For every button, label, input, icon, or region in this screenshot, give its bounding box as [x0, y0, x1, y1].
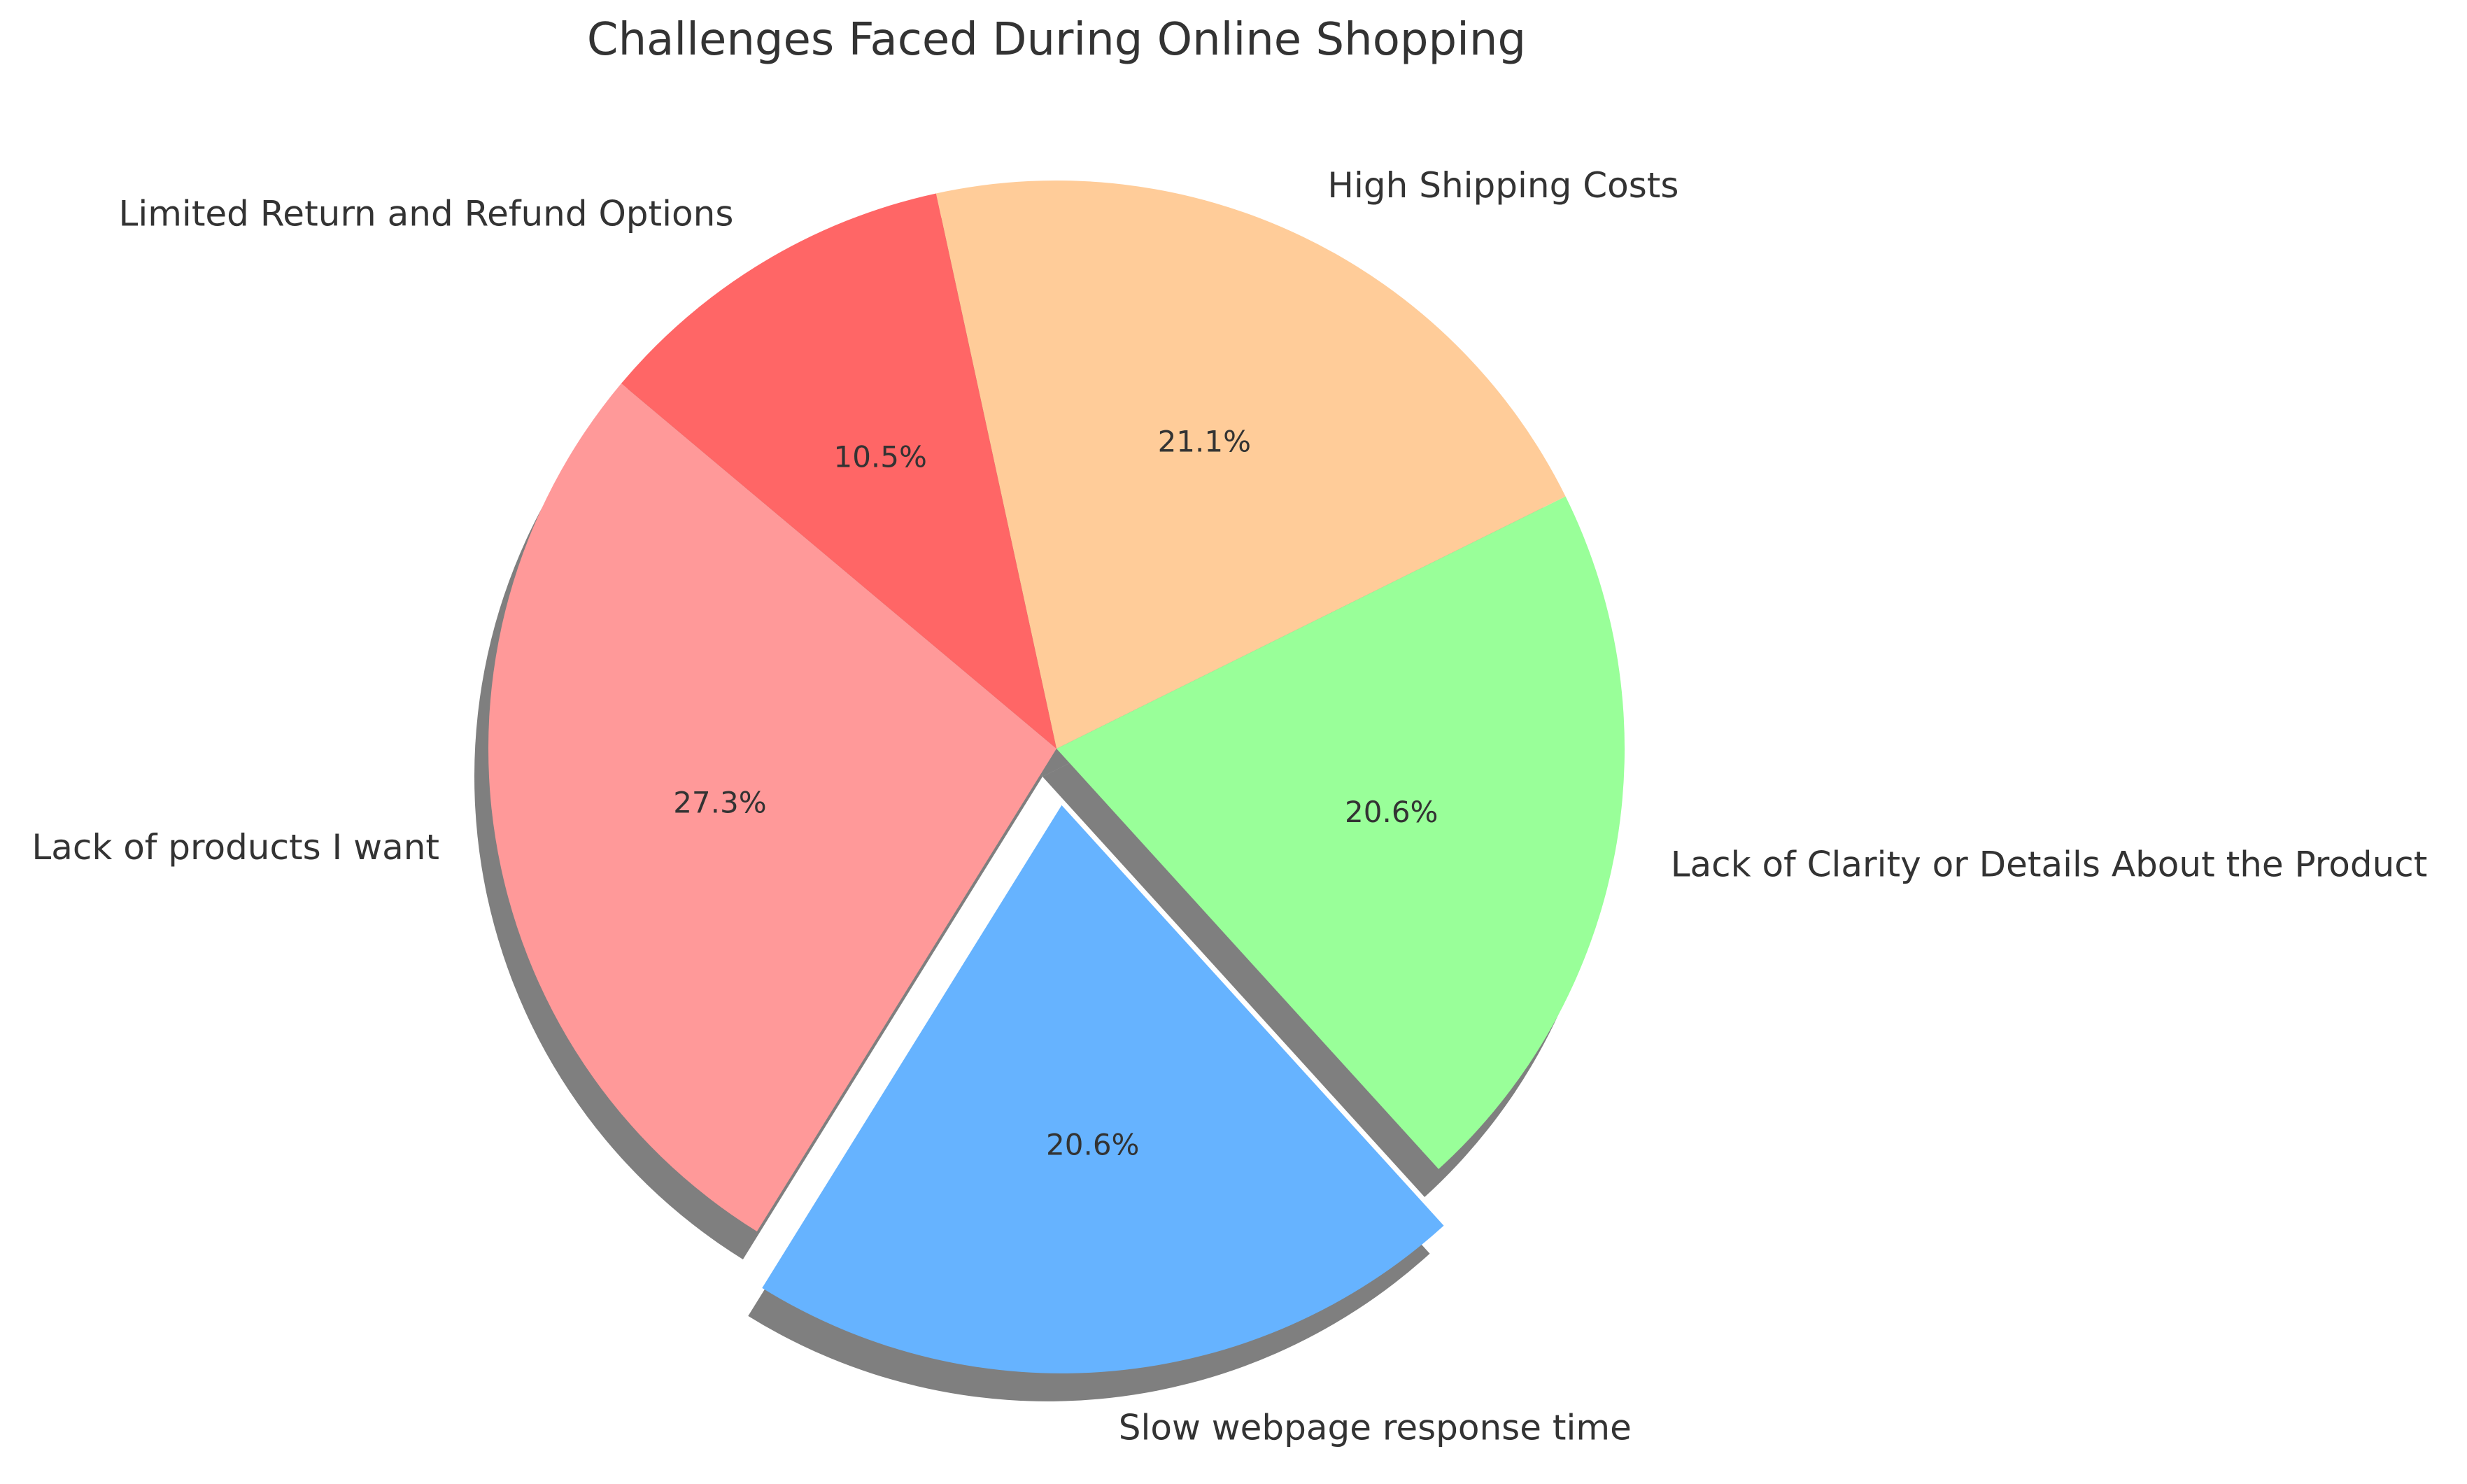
- percent-label-high-shipping-costs: 21.1%: [1158, 425, 1251, 459]
- pie-slice-slow-webpage-response-time: [762, 805, 1444, 1373]
- slice-label-layer: Lack of products I want Slow webpage resp…: [31, 165, 2427, 1448]
- percent-label-lack-of-clarity-or-details-about-the-product: 20.6%: [1345, 795, 1438, 829]
- slice-label-slow-webpage-response-time: Slow webpage response time: [1119, 1407, 1632, 1448]
- pie-slice-high-shipping-costs: [935, 180, 1566, 749]
- percent-label-limited-return-and-refund-options: 10.5%: [833, 439, 926, 474]
- slice-label-lack-of-clarity-or-details-about-the-product: Lack of Clarity or Details About the Pro…: [1671, 845, 2428, 885]
- slice-label-high-shipping-costs: High Shipping Costs: [1327, 165, 1678, 206]
- chart-title: Challenges Faced During Online Shopping: [587, 14, 1526, 66]
- percent-label-layer: 27.3% 20.6% 20.6% 21.1% 10.5%: [673, 425, 1438, 1162]
- slice-label-limited-return-and-refund-options: Limited Return and Refund Options: [118, 193, 733, 234]
- slice-label-lack-of-products-i-want: Lack of products I want: [31, 827, 439, 868]
- percent-label-slow-webpage-response-time: 20.6%: [1046, 1128, 1139, 1162]
- pie-slice-lack-of-products-i-want: [488, 383, 1056, 1231]
- percent-label-lack-of-products-i-want: 27.3%: [673, 785, 766, 819]
- slice-layer: [488, 180, 1625, 1373]
- pie-slice-limited-return-and-refund-options: [621, 193, 1056, 749]
- pie-slice-lack-of-clarity-or-details-about-the-product: [1056, 496, 1625, 1169]
